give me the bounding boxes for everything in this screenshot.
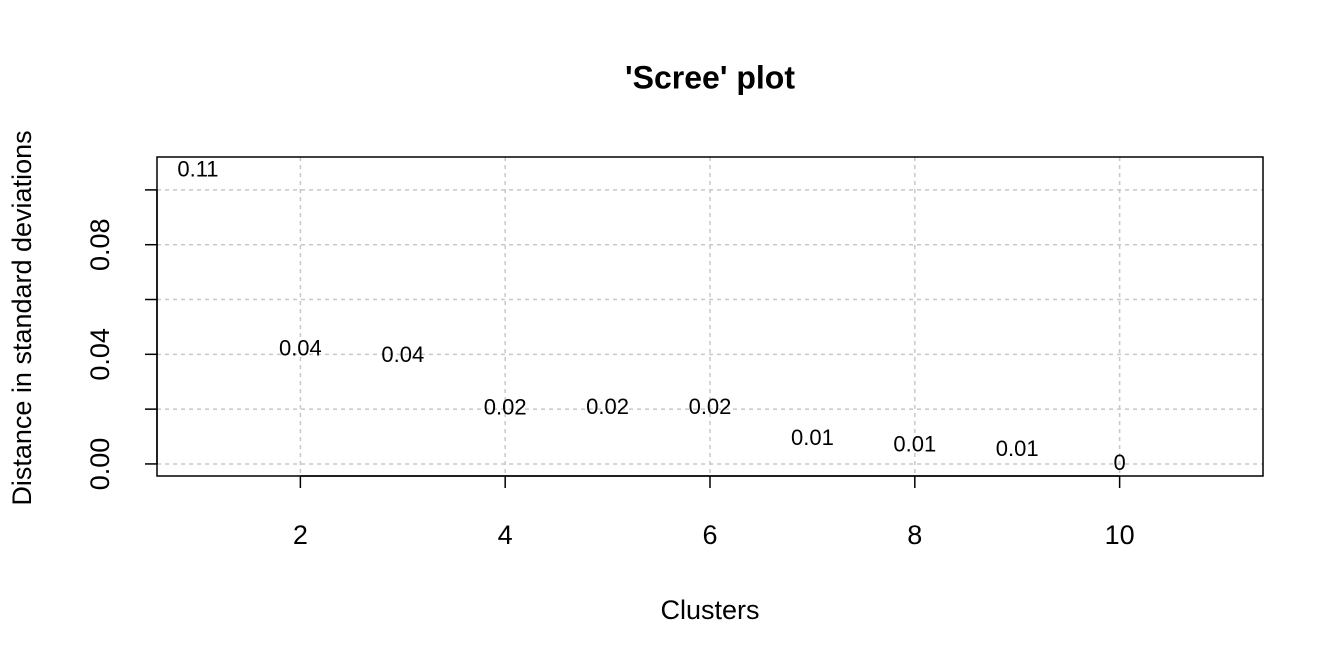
x-tick-label: 6	[702, 520, 717, 550]
x-axis-label: Clusters	[660, 595, 759, 625]
data-label: 0.02	[689, 394, 732, 419]
x-tick-label: 2	[293, 520, 308, 550]
data-label: 0.04	[381, 342, 424, 367]
y-tick-label: 0.00	[85, 438, 115, 491]
data-label: 0.01	[791, 425, 834, 450]
y-tick-label: 0.04	[85, 328, 115, 381]
x-tick-label: 10	[1105, 520, 1135, 550]
data-label: 0.11	[177, 157, 218, 182]
y-tick-label: 0.08	[85, 218, 115, 271]
data-label: 0.04	[279, 336, 322, 361]
chart-title: 'Scree' plot	[625, 59, 795, 95]
data-label: 0.01	[996, 436, 1039, 461]
data-label: 0.02	[586, 394, 629, 419]
plot-frame	[156, 156, 1264, 477]
data-label: 0.01	[893, 432, 936, 457]
x-tick-label: 8	[907, 520, 922, 550]
data-label: 0.02	[484, 395, 527, 420]
x-tick-label: 4	[498, 520, 513, 550]
data-label: 0	[1114, 450, 1126, 475]
y-axis-label: Distance in standard deviations	[7, 130, 37, 505]
